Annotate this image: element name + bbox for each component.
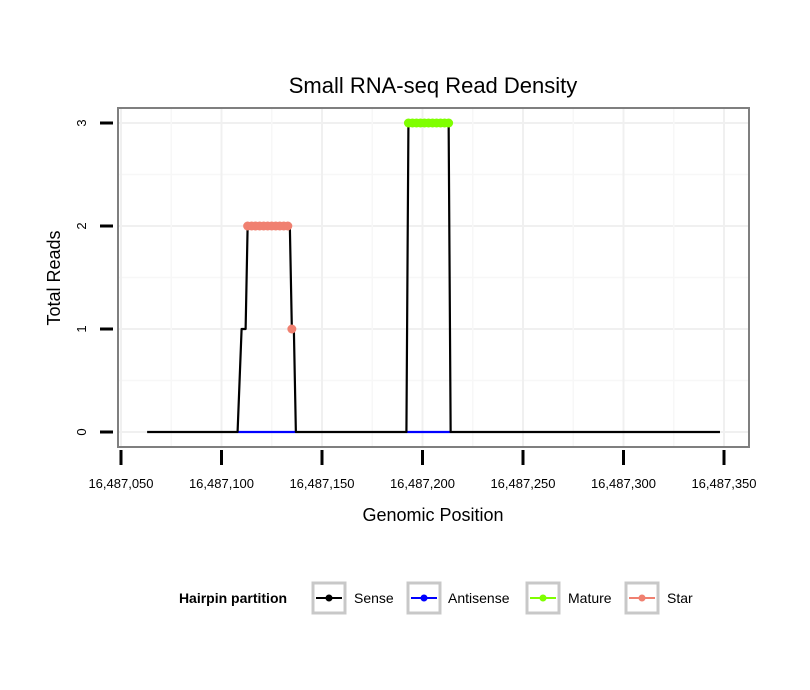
legend-title: Hairpin partition [179, 590, 287, 606]
y-tick-label: 0 [74, 428, 89, 435]
plot-area: 0 1 2 3 16,487,050 16,487,100 16,487,150 16,487… [74, 107, 757, 491]
y-tick-label: 2 [74, 222, 89, 229]
x-tick-label: 16,487,150 [289, 476, 354, 491]
x-tick-label: 16,487,250 [490, 476, 555, 491]
legend-label-sense: Sense [354, 590, 394, 606]
x-tick-label: 16,487,050 [88, 476, 153, 491]
chart-title: Small RNA-seq Read Density [289, 73, 578, 98]
gridlines [118, 108, 749, 447]
y-axis-title: Total Reads [44, 230, 64, 325]
y-tick-label: 3 [74, 119, 89, 126]
data-point-mature [444, 118, 454, 128]
x-tick-label: 16,487,300 [591, 476, 656, 491]
x-axis-title: Genomic Position [362, 505, 503, 525]
data-point-star [287, 324, 297, 334]
legend-label-antisense: Antisense [448, 590, 510, 606]
x-tick-label: 16,487,350 [691, 476, 756, 491]
x-tick-label: 16,487,200 [390, 476, 455, 491]
data-point-star [283, 221, 293, 231]
legend-key-point-sense [325, 594, 333, 602]
legend-key-point-star [638, 594, 646, 602]
legend-label-star: Star [667, 590, 693, 606]
legend-key-point-mature [539, 594, 547, 602]
x-tick-label: 16,487,100 [189, 476, 254, 491]
legend-label-mature: Mature [568, 590, 612, 606]
legend: Hairpin partition Sense Antisense Mature St… [179, 581, 693, 615]
panel-border [117, 107, 750, 448]
y-tick-label: 1 [74, 325, 89, 332]
legend-key-point-antisense [420, 594, 428, 602]
